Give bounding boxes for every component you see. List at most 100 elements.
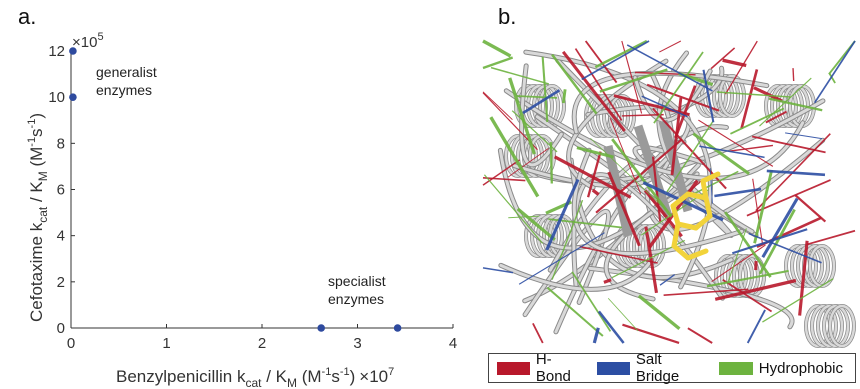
y-tick-label: 12	[48, 43, 65, 60]
hydrophobic-contact	[508, 215, 540, 219]
salt-bridge-contact	[626, 44, 713, 92]
hydrophobic-contact	[490, 66, 550, 85]
hbond-contact	[729, 144, 774, 152]
hydrophobic-contact	[516, 95, 558, 99]
x-tick-label: 1	[162, 335, 170, 352]
data-point	[69, 93, 77, 101]
legend-item-hydrophobic: Hydrophobic	[718, 360, 843, 377]
beta-strand	[633, 124, 673, 218]
hbond-swatch	[497, 361, 530, 375]
ligand-bond	[671, 221, 681, 249]
data-points	[69, 47, 402, 332]
hydrophobic-contact	[599, 68, 668, 93]
hbond-contact	[603, 278, 612, 284]
hbond-contact	[714, 278, 797, 301]
salt-bridge-contact	[746, 309, 766, 344]
x-tick-label: 3	[353, 335, 361, 352]
hydrophobic-contact	[666, 120, 715, 193]
annotation-specialist: specialist enzymes	[328, 273, 389, 307]
hydrophobic-swatch	[718, 361, 753, 375]
hbond-contact	[806, 229, 856, 246]
hydrophobic-contact	[690, 170, 739, 197]
hbond-contact	[659, 40, 682, 53]
x-axis-title: Benzylpenicillin kcat / KM (M-1s-1) ×107	[116, 366, 394, 389]
salt-bridge-contact	[766, 169, 826, 177]
hydrophobic-contact	[611, 138, 673, 218]
hydrophobic-contact	[762, 278, 834, 323]
hbond-contact	[579, 245, 658, 264]
hbond-contact	[586, 151, 602, 198]
hydrophobic-contact	[541, 56, 549, 123]
salt-bridge-contact	[731, 228, 808, 255]
hydrophobic-contact	[571, 271, 612, 332]
salt-bridge-contact	[518, 232, 605, 285]
hbond-contact	[765, 110, 788, 124]
hbond-contact	[644, 226, 659, 294]
hbond-contact	[751, 135, 826, 154]
ligand-bond	[700, 178, 709, 201]
ligand-bond	[700, 171, 721, 184]
ligand-molecule	[670, 171, 721, 261]
hbond-contact	[798, 240, 809, 316]
hydrophobic-contact	[706, 269, 789, 288]
ligand-bond	[670, 191, 691, 209]
salt-bridge-contact	[709, 168, 713, 204]
ligand-bond	[703, 195, 713, 219]
hbond-contact	[710, 47, 736, 70]
hydrophobic-contact	[759, 77, 812, 127]
hydrophobic-contact	[768, 97, 823, 112]
loop-ribbon-highlight	[524, 50, 712, 289]
hbond-contact	[574, 48, 623, 121]
hydrophobic-contact	[508, 77, 536, 155]
legend-label-salt-bridge: Salt Bridge	[635, 351, 680, 385]
annotation-generalist: generalist enzymes	[96, 64, 161, 98]
hydrophobic-contact	[489, 116, 540, 198]
hbond-contact	[724, 40, 758, 95]
y-tick-label: 2	[57, 274, 65, 291]
hydrophobic-contact	[692, 132, 750, 175]
ligand-bond	[675, 221, 699, 231]
hydrophobic-contact	[551, 199, 584, 280]
hbond-contact	[698, 119, 774, 167]
legend-item-salt-bridge: Salt Bridge	[596, 351, 707, 385]
salt-bridge-contact	[581, 40, 650, 81]
salt-bridge-contact	[702, 69, 715, 123]
salt-bridge-contact	[699, 145, 765, 159]
hbond-contact	[482, 177, 526, 182]
panel-a-label: a.	[18, 4, 37, 29]
salt-bridge-contact	[659, 274, 676, 286]
salt-bridge-contact	[592, 327, 600, 344]
x-tick-label: 4	[449, 335, 457, 352]
salt-bridge-contact	[545, 178, 580, 251]
hydrophobic-contact	[730, 107, 785, 135]
y-tick-label: 0	[57, 320, 65, 337]
salt-bridge-contact	[813, 40, 856, 104]
hbond-contact	[584, 40, 618, 84]
loop-ribbon-highlight	[657, 51, 754, 234]
data-point	[317, 324, 326, 332]
y-tick-label: 10	[48, 89, 65, 106]
protein-structure-image	[482, 39, 856, 348]
hydrophobic-contact	[828, 73, 836, 84]
hydrophobic-contact	[637, 294, 681, 331]
ligand-bond	[685, 248, 709, 261]
hbond-contact	[740, 69, 759, 129]
hbond-contact	[482, 91, 513, 121]
hydrophobic-contact	[551, 53, 598, 115]
y-multiplier-label: ×105	[72, 31, 104, 51]
hydrophobic-contact	[758, 208, 796, 275]
hydrophobic-contact	[482, 39, 512, 58]
hydrophobic-contact	[549, 142, 553, 184]
salt-bridge-contact	[714, 187, 762, 198]
salt-bridge-contact	[597, 310, 625, 344]
hbond-contact	[622, 323, 680, 344]
hbond-contact	[561, 50, 626, 132]
hbond-contact	[621, 113, 664, 117]
hbond-contact	[607, 171, 641, 247]
hydrophobic-contact	[607, 297, 639, 332]
salt-bridge-contact	[748, 232, 822, 264]
data-point	[393, 324, 402, 332]
loop-ribbon-highlight	[504, 89, 805, 180]
